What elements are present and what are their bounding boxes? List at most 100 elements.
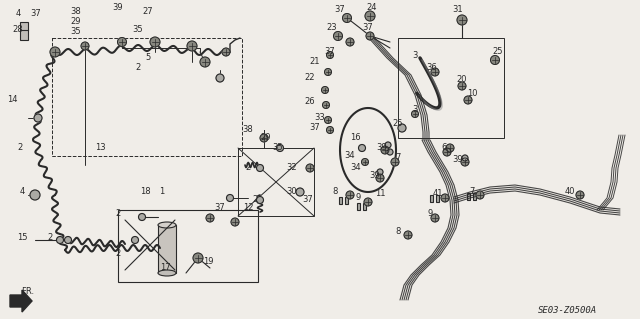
Circle shape bbox=[457, 15, 467, 25]
Circle shape bbox=[118, 38, 127, 47]
Text: 35: 35 bbox=[273, 144, 284, 152]
Text: 37: 37 bbox=[310, 123, 321, 132]
Circle shape bbox=[326, 51, 333, 58]
Polygon shape bbox=[10, 290, 32, 312]
Circle shape bbox=[324, 69, 332, 76]
Text: 26: 26 bbox=[305, 98, 316, 107]
Circle shape bbox=[260, 134, 268, 142]
Circle shape bbox=[276, 145, 284, 152]
Text: 17: 17 bbox=[160, 263, 170, 272]
Text: 29: 29 bbox=[260, 133, 271, 143]
Bar bbox=[52, 38, 242, 156]
Text: 19: 19 bbox=[203, 257, 213, 266]
Circle shape bbox=[387, 149, 393, 155]
Text: 6: 6 bbox=[442, 144, 447, 152]
Text: FR.: FR. bbox=[21, 287, 35, 296]
Text: 10: 10 bbox=[467, 90, 477, 99]
Text: 7: 7 bbox=[396, 153, 401, 162]
Circle shape bbox=[30, 190, 40, 200]
Circle shape bbox=[346, 191, 354, 199]
Text: 25: 25 bbox=[493, 48, 503, 56]
Text: 37: 37 bbox=[31, 10, 42, 19]
Text: 2: 2 bbox=[245, 164, 251, 173]
Text: 38: 38 bbox=[70, 8, 81, 17]
Circle shape bbox=[431, 68, 439, 76]
Text: 22: 22 bbox=[305, 73, 316, 83]
Text: 32: 32 bbox=[287, 164, 298, 173]
Circle shape bbox=[404, 231, 412, 239]
Text: 34: 34 bbox=[351, 164, 362, 173]
Text: 41: 41 bbox=[433, 189, 444, 198]
Circle shape bbox=[222, 48, 230, 56]
Bar bbox=[473, 193, 476, 200]
Circle shape bbox=[131, 236, 138, 243]
Text: 35: 35 bbox=[70, 27, 81, 36]
Text: 21: 21 bbox=[310, 57, 320, 66]
Text: 2: 2 bbox=[17, 144, 22, 152]
Circle shape bbox=[443, 148, 451, 156]
Text: 2: 2 bbox=[252, 196, 258, 204]
Text: 15: 15 bbox=[17, 234, 28, 242]
Circle shape bbox=[206, 214, 214, 222]
Bar bbox=[436, 195, 439, 202]
Circle shape bbox=[257, 197, 264, 204]
Text: 12: 12 bbox=[243, 204, 253, 212]
Bar bbox=[357, 203, 360, 210]
Circle shape bbox=[231, 218, 239, 226]
Text: 16: 16 bbox=[349, 133, 360, 143]
Text: 25: 25 bbox=[393, 120, 403, 129]
Bar bbox=[467, 193, 470, 200]
Circle shape bbox=[364, 198, 372, 206]
Text: 39: 39 bbox=[377, 144, 387, 152]
Text: 34: 34 bbox=[345, 151, 355, 160]
Circle shape bbox=[333, 32, 342, 41]
Text: 8: 8 bbox=[332, 188, 338, 197]
Circle shape bbox=[446, 144, 454, 152]
Circle shape bbox=[65, 236, 72, 243]
Circle shape bbox=[227, 195, 234, 202]
Bar bbox=[238, 148, 314, 216]
Circle shape bbox=[50, 47, 60, 57]
Circle shape bbox=[187, 41, 197, 51]
Text: 9: 9 bbox=[428, 210, 433, 219]
Circle shape bbox=[366, 32, 374, 40]
Text: 3: 3 bbox=[412, 50, 418, 60]
Text: 37: 37 bbox=[303, 196, 314, 204]
Circle shape bbox=[412, 110, 419, 117]
Ellipse shape bbox=[158, 270, 176, 276]
Text: 4: 4 bbox=[19, 188, 24, 197]
Circle shape bbox=[431, 214, 439, 222]
Circle shape bbox=[441, 194, 449, 202]
Bar bbox=[398, 38, 504, 138]
Text: 2: 2 bbox=[115, 249, 120, 258]
Text: 3: 3 bbox=[412, 106, 418, 115]
Circle shape bbox=[391, 158, 399, 166]
Text: 4: 4 bbox=[15, 10, 20, 19]
Circle shape bbox=[342, 13, 351, 23]
Text: 13: 13 bbox=[95, 144, 106, 152]
Text: 31: 31 bbox=[452, 5, 463, 14]
Text: 1: 1 bbox=[159, 188, 164, 197]
Circle shape bbox=[377, 169, 383, 175]
Bar bbox=[118, 210, 258, 282]
Ellipse shape bbox=[158, 222, 176, 228]
Circle shape bbox=[326, 127, 333, 133]
Text: 37: 37 bbox=[214, 204, 225, 212]
Circle shape bbox=[296, 188, 304, 196]
Circle shape bbox=[150, 37, 160, 47]
Bar bbox=[20, 22, 28, 40]
Text: 29: 29 bbox=[71, 18, 81, 26]
Circle shape bbox=[306, 164, 314, 172]
Text: 8: 8 bbox=[396, 227, 401, 236]
Circle shape bbox=[81, 42, 89, 50]
Circle shape bbox=[216, 74, 224, 82]
Circle shape bbox=[476, 191, 484, 199]
Bar bbox=[363, 203, 366, 210]
Circle shape bbox=[257, 165, 264, 172]
Circle shape bbox=[346, 38, 354, 46]
Bar bbox=[430, 195, 433, 202]
Text: SE03-Z0500A: SE03-Z0500A bbox=[538, 306, 597, 315]
Circle shape bbox=[464, 96, 472, 104]
Text: 14: 14 bbox=[7, 95, 17, 105]
Text: 40: 40 bbox=[564, 188, 575, 197]
